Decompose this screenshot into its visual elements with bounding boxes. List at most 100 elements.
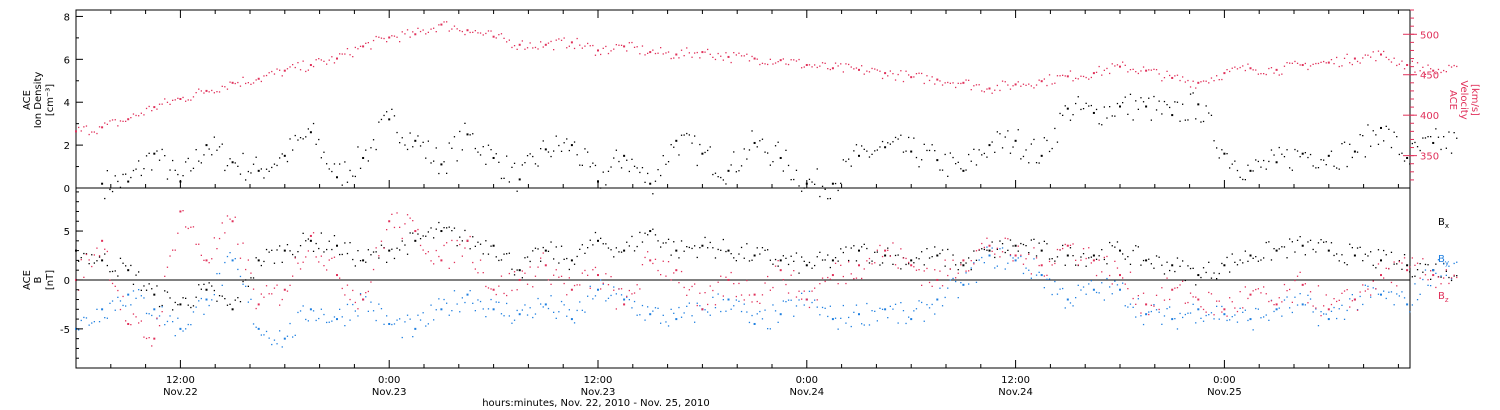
point-by-27 xyxy=(779,313,782,316)
point-bz-40 xyxy=(1119,274,1121,277)
point-bx-33 xyxy=(936,254,939,257)
point-bz-45 xyxy=(1249,293,1252,296)
point-density-23 xyxy=(701,152,704,155)
top-ytick-label: 2 xyxy=(64,141,70,152)
point-by-19 xyxy=(570,318,573,321)
point-velocity-4 xyxy=(179,98,182,100)
point-by-25 xyxy=(727,298,730,301)
point-bx-45 xyxy=(1249,254,1252,257)
point-velocity-2 xyxy=(127,118,130,121)
point-by-29 xyxy=(831,318,834,321)
point-bz-37 xyxy=(1040,264,1043,267)
point-density-4 xyxy=(205,144,208,147)
point-by-43 xyxy=(1197,308,1200,311)
point-bz-46 xyxy=(1275,303,1278,306)
xtick-date: Nov.24 xyxy=(998,387,1033,398)
point-density-12 xyxy=(414,139,417,142)
series-bz xyxy=(75,210,1458,347)
point-density-14 xyxy=(466,133,469,136)
point-bx-20 xyxy=(597,239,599,242)
point-density-29 xyxy=(858,154,860,157)
xtick-date: Nov.23 xyxy=(372,387,407,398)
point-bx-32 xyxy=(910,259,913,262)
point-bz-21 xyxy=(623,303,626,306)
bottom-ytick-label: -5 xyxy=(60,325,70,336)
point-velocity-1 xyxy=(101,126,104,129)
point-density-38 xyxy=(1092,111,1095,114)
point-density-48 xyxy=(1353,150,1356,153)
xtick-time: 12:00 xyxy=(1001,375,1030,386)
bottom-ytick-label: 0 xyxy=(64,276,70,287)
point-by-2 xyxy=(127,293,130,296)
point-bz-5 xyxy=(205,259,208,262)
legend-bx: Bx xyxy=(1438,217,1449,230)
point-bx-19 xyxy=(570,259,573,262)
point-density-0 xyxy=(101,182,104,185)
point-velocity-10 xyxy=(336,57,338,60)
point-density-42 xyxy=(1197,103,1200,106)
point-bz-17 xyxy=(518,278,521,281)
point-velocity-19 xyxy=(570,41,573,44)
point-bx-18 xyxy=(544,249,547,252)
series-velocity xyxy=(75,21,1458,136)
xtick-time: 0:00 xyxy=(796,375,818,386)
bottom-ylabel-line2: B xyxy=(33,276,44,283)
point-velocity-44 xyxy=(1223,72,1226,75)
point-velocity-42 xyxy=(1171,76,1174,79)
bottom-ylabel-line1: ACE xyxy=(22,270,33,290)
point-bx-14 xyxy=(440,230,443,233)
point-bz-32 xyxy=(910,264,913,267)
point-bx-4 xyxy=(179,303,182,306)
point-bz-7 xyxy=(257,303,260,306)
point-bz-36 xyxy=(1014,254,1017,257)
point-bz-20 xyxy=(597,274,599,277)
point-bz-4 xyxy=(179,210,182,213)
point-by-8 xyxy=(283,337,286,340)
point-bz-13 xyxy=(414,230,417,233)
point-by-33 xyxy=(936,298,939,301)
top-ylabel-line2: Ion Density xyxy=(33,72,44,129)
top-ytick-label: 0 xyxy=(64,184,70,195)
axis-ticks xyxy=(75,9,1417,368)
point-by-50 xyxy=(1380,293,1382,296)
point-bz-43 xyxy=(1197,298,1200,301)
point-bz-27 xyxy=(779,269,782,272)
point-density-40 xyxy=(1145,105,1148,108)
point-velocity-5 xyxy=(205,89,208,92)
point-velocity-23 xyxy=(675,53,678,56)
point-density-47 xyxy=(1327,154,1330,157)
point-density-17 xyxy=(544,148,547,151)
series-bx xyxy=(75,221,1458,311)
point-velocity-50 xyxy=(1380,53,1382,56)
point-density-39 xyxy=(1119,105,1121,108)
xtick-date: Nov.22 xyxy=(163,387,198,398)
point-by-40 xyxy=(1119,288,1121,291)
point-bx-22 xyxy=(649,230,652,233)
legend-bz: Bz xyxy=(1438,291,1449,304)
point-by-31 xyxy=(884,308,887,311)
point-velocity-39 xyxy=(1092,72,1095,75)
point-bz-41 xyxy=(1145,303,1148,306)
point-density-6 xyxy=(257,169,260,172)
point-bz-51 xyxy=(1406,269,1409,272)
point-velocity-36 xyxy=(1014,83,1017,86)
point-velocity-22 xyxy=(649,51,652,54)
point-bx-26 xyxy=(753,254,756,257)
point-bx-41 xyxy=(1145,259,1148,262)
right-ytick-label: 500 xyxy=(1420,30,1439,41)
point-bz-50 xyxy=(1380,274,1382,277)
point-bz-47 xyxy=(1301,283,1304,286)
top-right-ylabel-line1: ACE xyxy=(1447,90,1458,110)
point-velocity-3 xyxy=(153,106,156,109)
point-bx-7 xyxy=(257,259,260,262)
point-density-37 xyxy=(1066,107,1069,110)
point-velocity-48 xyxy=(1327,61,1330,64)
point-bz-8 xyxy=(283,288,286,291)
xtick-time: 12:00 xyxy=(166,375,195,386)
point-velocity-28 xyxy=(805,64,808,67)
point-bx-47 xyxy=(1301,244,1304,247)
point-bz-16 xyxy=(492,288,495,291)
point-velocity-26 xyxy=(753,57,756,60)
point-bz-34 xyxy=(962,259,965,262)
